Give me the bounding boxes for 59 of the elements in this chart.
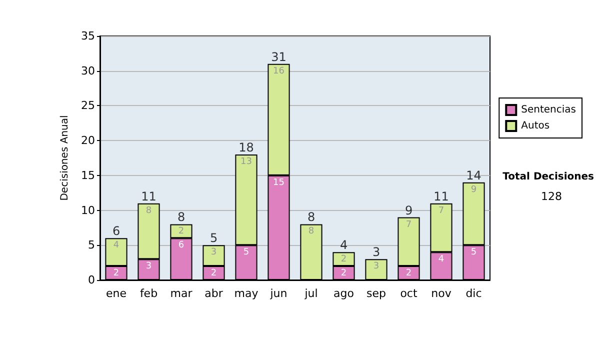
x-tick-label: ene — [106, 287, 127, 300]
total-label: 18 — [238, 140, 254, 155]
y-tick-label: 10 — [81, 204, 95, 217]
x-tick-label: abr — [204, 287, 224, 300]
y-tick-label: 5 — [88, 238, 95, 252]
x-tick-label: nov — [431, 287, 452, 300]
y-tick-label: 25 — [81, 99, 95, 112]
x-tick-label: oct — [400, 287, 418, 300]
data-label: 2 — [210, 268, 217, 279]
data-label: 2 — [406, 268, 412, 279]
total-label: 14 — [466, 168, 482, 182]
data-label: 2 — [340, 268, 347, 279]
x-tick-label: sep — [366, 287, 386, 300]
data-label: 16 — [273, 66, 285, 76]
x-tick-label: feb — [140, 287, 158, 300]
data-label: 3 — [146, 262, 152, 272]
data-label: 13 — [240, 157, 252, 168]
data-label: 2 — [113, 268, 120, 279]
data-label: 5 — [470, 248, 477, 258]
data-label: 2 — [340, 254, 347, 265]
data-label: 7 — [406, 220, 412, 230]
data-label: 6 — [178, 240, 184, 251]
y-tick-label: 20 — [81, 134, 95, 148]
y-tick-label: 0 — [88, 274, 95, 286]
data-label: 3 — [373, 262, 380, 272]
total-label: 5 — [210, 231, 218, 246]
data-label: 4 — [438, 254, 444, 265]
total-label: 9 — [404, 203, 413, 218]
total-label: 11 — [434, 189, 449, 204]
x-tick-label: jun — [269, 287, 288, 300]
data-label: 4 — [113, 240, 120, 251]
legend-label: Autos — [521, 120, 550, 132]
data-label: 8 — [308, 226, 314, 237]
x-tick-label: mar — [170, 287, 193, 300]
x-tick-label: dic — [466, 287, 482, 300]
legend-label: Sentencias — [521, 104, 576, 116]
y-axis-title: Decisiones Anual — [60, 115, 71, 201]
data-label: 15 — [273, 178, 284, 188]
data-label: 5 — [243, 248, 250, 258]
x-tick-label: may — [234, 287, 259, 300]
data-label: 2 — [178, 226, 184, 237]
total-label: 8 — [307, 210, 316, 224]
text: Total Decisiones — [502, 172, 594, 182]
data-label: 7 — [438, 206, 444, 216]
x-tick-label: jul — [304, 287, 318, 300]
total-label: 4 — [340, 238, 348, 252]
x-tick-label: ago — [334, 287, 354, 300]
data-label: 3 — [210, 248, 217, 258]
total-label: 11 — [141, 189, 156, 204]
total-label: 8 — [177, 210, 186, 224]
data-label: 8 — [146, 206, 152, 216]
total-label: 3 — [372, 245, 380, 260]
text: 128 — [541, 190, 562, 203]
total-label: 6 — [112, 224, 120, 238]
total-label: 31 — [271, 50, 286, 64]
y-tick-label: 35 — [81, 30, 95, 42]
y-tick-label: 30 — [81, 64, 95, 78]
y-tick-label: 15 — [81, 168, 95, 182]
data-label: 9 — [470, 184, 477, 195]
